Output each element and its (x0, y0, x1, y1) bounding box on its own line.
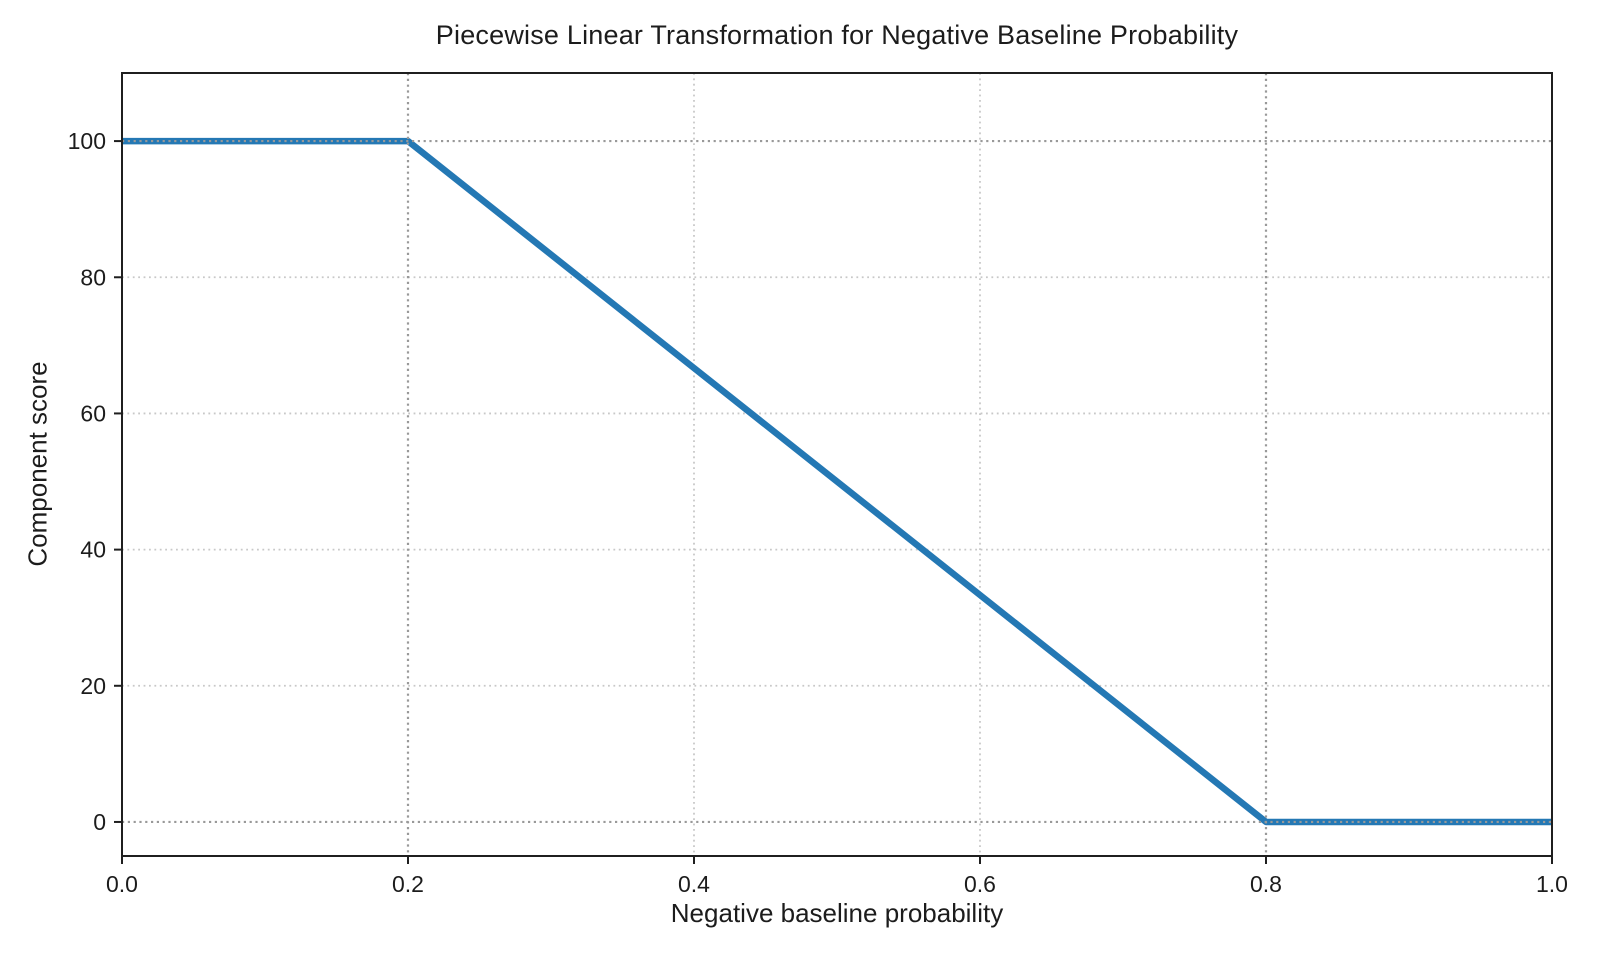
x-tick-label: 0.0 (106, 871, 138, 897)
x-tick-label: 0.8 (1250, 871, 1282, 897)
series-piecewise-linear-transform (122, 137, 1552, 826)
y-tick-label: 60 (80, 400, 106, 426)
x-axis-label: Negative baseline probability (670, 898, 1004, 928)
y-axis-label: Component score (22, 361, 53, 567)
x-tick-label: 0.2 (392, 871, 424, 897)
chart-title: Piecewise Linear Transformation for Nega… (435, 20, 1239, 50)
y-tick-label: 40 (80, 537, 106, 563)
x-tick-label: 0.6 (964, 871, 996, 897)
plot-spines (121, 72, 1553, 857)
y-tick-label: 100 (68, 128, 106, 154)
y-tick-label: 20 (80, 673, 106, 699)
x-tick-label: 0.4 (678, 871, 710, 897)
x-tick-label: 1.0 (1536, 871, 1568, 897)
y-tick-label: 80 (80, 264, 106, 290)
y-tick-label: 0 (93, 809, 106, 835)
